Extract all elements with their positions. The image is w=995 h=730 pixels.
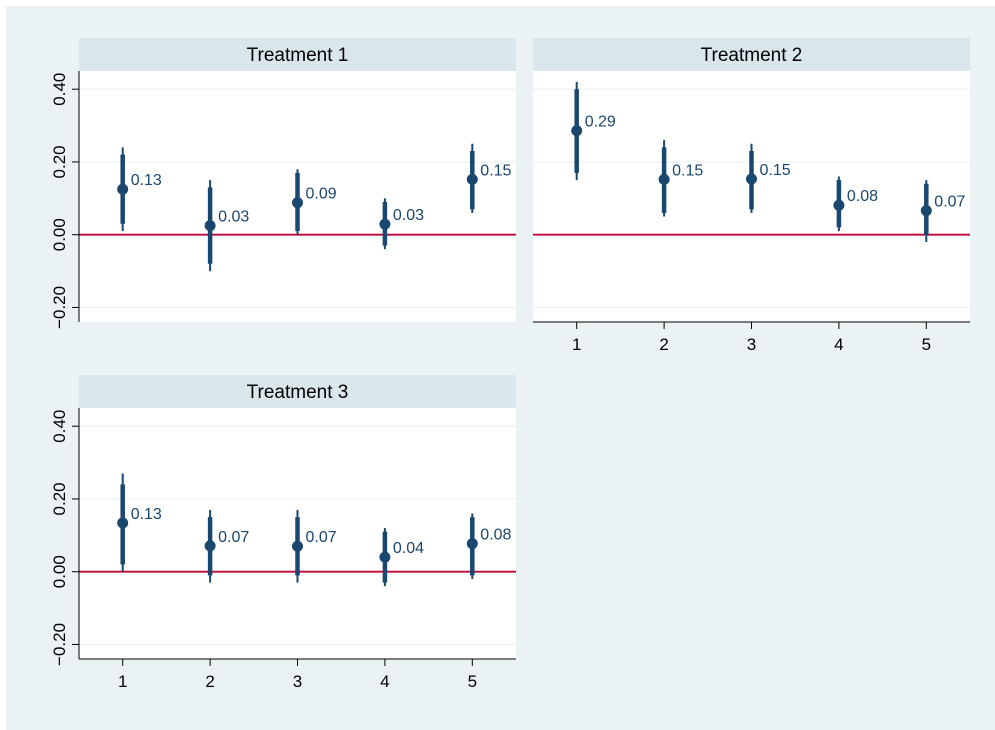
point-estimate <box>292 197 303 209</box>
data-label: 0.29 <box>585 114 616 131</box>
point-estimate <box>292 540 303 552</box>
point-estimate <box>833 199 845 211</box>
x-tick-label: 3 <box>747 335 756 354</box>
point-estimate <box>920 205 932 217</box>
y-tick-label: 0.20 <box>50 145 69 178</box>
panel-header <box>79 375 516 408</box>
y-tick-label: 0.20 <box>50 482 69 515</box>
x-tick-label: 4 <box>380 672 389 691</box>
data-label: 0.07 <box>934 194 965 211</box>
panel-header <box>79 38 516 71</box>
data-label: 0.09 <box>306 186 337 203</box>
x-tick-label: 2 <box>659 335 668 354</box>
data-label: 0.15 <box>480 162 511 179</box>
y-tick-label: −0.20 <box>50 286 69 329</box>
point-estimate <box>466 173 478 185</box>
point-estimate <box>117 517 129 529</box>
x-tick-label: 3 <box>293 672 302 691</box>
data-label: 0.04 <box>393 540 424 557</box>
point-estimate <box>379 551 391 563</box>
y-tick-label: −0.20 <box>50 623 69 666</box>
panel-header <box>533 38 970 71</box>
point-estimate <box>571 125 583 137</box>
x-tick-label: 4 <box>834 335 843 354</box>
point-estimate <box>117 183 129 195</box>
panel-title: Treatment 1 <box>247 45 349 66</box>
point-estimate <box>658 173 670 185</box>
data-label: 0.03 <box>218 209 249 226</box>
y-tick-label: 0.40 <box>50 410 69 443</box>
data-label: 0.07 <box>306 529 337 546</box>
data-label: 0.08 <box>847 188 878 205</box>
data-label: 0.07 <box>218 529 249 546</box>
point-estimate <box>379 218 391 230</box>
panel-treatment-3: Treatment 3 0.40 0.20 0.00 −0.20 1 2 3 4 5 0.13 0.0… <box>50 375 516 691</box>
x-tick-label: 1 <box>572 335 581 354</box>
data-label: 0.13 <box>131 506 162 523</box>
panel-treatment-1: Treatment 1 0.40 0.20 0.00 −0.20 0.13 0.03 0.09… <box>50 38 516 329</box>
data-label: 0.15 <box>672 162 703 179</box>
point-estimate <box>466 538 478 550</box>
x-tick-label: 2 <box>205 672 214 691</box>
y-tick-label: 0.00 <box>50 555 69 588</box>
point-estimate <box>204 540 216 552</box>
panel-title: Treatment 3 <box>247 382 349 403</box>
data-label: 0.15 <box>760 162 791 179</box>
x-tick-label: 5 <box>468 672 477 691</box>
y-tick-label: 0.00 <box>50 218 69 251</box>
x-tick-label: 1 <box>118 672 127 691</box>
point-estimate <box>746 173 757 185</box>
data-label: 0.08 <box>480 527 511 544</box>
data-label: 0.13 <box>131 172 162 189</box>
x-tick-label: 5 <box>922 335 931 354</box>
panel-treatment-2: Treatment 2 1 2 3 4 5 0.29 0.15 0.15 0.08 0.07 <box>533 38 970 354</box>
y-tick-label: 0.40 <box>50 73 69 106</box>
point-estimate <box>204 220 216 232</box>
data-label: 0.03 <box>393 207 424 224</box>
panel-title: Treatment 2 <box>701 45 803 66</box>
